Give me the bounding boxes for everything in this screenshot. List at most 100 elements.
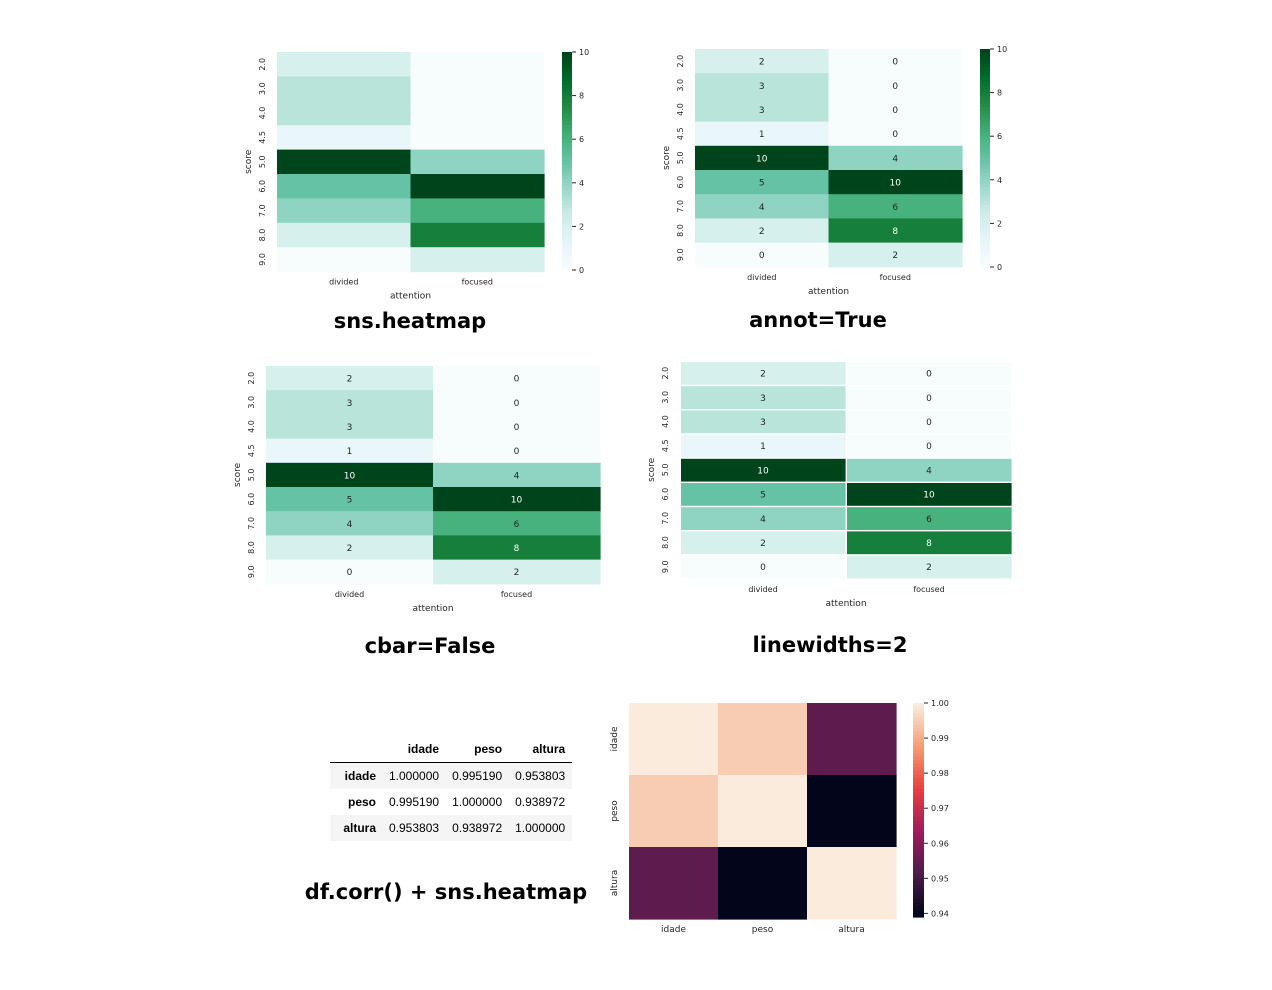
colorbar-segment <box>562 219 572 224</box>
colorbar-segment <box>980 168 990 174</box>
colorbar-segment <box>980 256 990 261</box>
heatmap-cell <box>718 847 808 920</box>
table-row-label: idade <box>344 769 376 783</box>
y-tick-label: 6.0 <box>258 180 267 193</box>
colorbar-segment <box>913 774 924 779</box>
colorbar-segment <box>562 175 572 180</box>
heatmap-cell <box>433 462 601 488</box>
colorbar-segment <box>562 197 572 202</box>
colorbar-segment <box>980 52 990 57</box>
heatmap-cell <box>433 511 601 536</box>
colorbar-segment <box>562 73 572 79</box>
cell-annotation: 4 <box>926 466 932 476</box>
colorbar-segment <box>980 161 990 166</box>
colorbar-segment <box>913 906 924 911</box>
colorbar-segment <box>980 59 990 65</box>
heatmap-cell <box>847 362 1012 385</box>
table-header-row: idade peso altura <box>330 736 573 763</box>
cell-annotation: 3 <box>759 106 765 116</box>
colorbar-segment <box>562 168 572 173</box>
y-tick-label: 2.0 <box>247 372 256 385</box>
heatmap-cell <box>828 121 963 147</box>
y-tick-label: 8.0 <box>247 541 256 554</box>
heatmap-cell <box>629 703 719 776</box>
colorbar-segment <box>980 99 990 105</box>
y-tick-label: 4.5 <box>661 439 670 452</box>
heatmap-cell <box>847 555 1012 579</box>
colorbar-tick-label: 0.94 <box>931 909 949 918</box>
heatmap-cell <box>681 531 846 555</box>
colorbar-segment <box>913 760 924 765</box>
x-tick-label: idade <box>661 925 686 935</box>
y-tick-label: 4.5 <box>676 127 685 140</box>
colorbar-segment <box>913 899 924 904</box>
cell-annotation: 3 <box>760 418 766 428</box>
colorbar-segment <box>980 194 990 199</box>
colorbar-segment <box>913 713 924 718</box>
x-tick-label: focused <box>913 585 944 594</box>
colorbar-segment <box>562 226 572 231</box>
colorbar-segment <box>913 817 924 822</box>
colorbar-segment <box>980 67 990 72</box>
colorbar-segment <box>562 190 572 195</box>
heatmap-cell <box>828 218 963 244</box>
colorbar-segment <box>980 143 990 148</box>
colorbar-segment <box>980 230 990 235</box>
colorbar-segment <box>980 125 990 130</box>
y-tick-label: 2.0 <box>258 58 267 71</box>
y-tick-label: 7.0 <box>676 200 685 213</box>
heatmap-cell <box>681 483 846 506</box>
colorbar-segment <box>980 223 990 228</box>
colorbar-segment <box>562 55 572 60</box>
cell-annotation: 2 <box>759 227 765 237</box>
colorbar-segment <box>913 710 924 715</box>
y-tick-label: 6.0 <box>247 493 256 506</box>
x-tick-label: divided <box>335 590 364 599</box>
colorbar-segment <box>562 110 572 115</box>
y-axis-label: score <box>647 457 657 482</box>
y-tick-label: peso <box>610 800 620 822</box>
heatmap-cell <box>847 458 1012 482</box>
cell-annotation: 2 <box>514 568 520 578</box>
colorbar-tick-label: 1.00 <box>931 699 949 708</box>
colorbar-segment <box>913 799 924 804</box>
colorbar-segment <box>562 259 572 264</box>
y-tick-label: 8.0 <box>676 224 685 237</box>
heatmap-cell <box>695 242 830 268</box>
y-tick-label: 7.0 <box>661 512 670 525</box>
colorbar-segment <box>562 240 572 246</box>
table-row: peso 0.995190 1.000000 0.938972 <box>330 789 572 815</box>
colorbar-segment <box>980 263 990 268</box>
table-corner <box>330 736 383 763</box>
colorbar-segment <box>980 241 990 246</box>
colorbar-tick-label: 0 <box>579 266 584 275</box>
y-tick-label: 3.0 <box>258 82 267 95</box>
colorbar-segment <box>980 88 990 94</box>
colorbar-segment <box>562 59 572 64</box>
cell-annotation: 10 <box>890 179 902 189</box>
colorbar-segment <box>562 124 572 129</box>
heatmap-cell <box>681 386 846 409</box>
cell-annotation: 5 <box>760 491 766 501</box>
heatmap-cell <box>277 125 412 151</box>
x-tick-label: altura <box>838 925 864 935</box>
colorbar-segment <box>980 78 990 83</box>
heatmap-cell <box>681 362 846 385</box>
colorbar-segment <box>913 856 924 861</box>
cell-annotation: 5 <box>347 496 353 506</box>
colorbar-segment <box>562 91 572 97</box>
colorbar-segment <box>980 118 990 123</box>
cell-annotation: 0 <box>514 447 520 457</box>
x-tick-label: divided <box>747 273 776 282</box>
colorbar-segment <box>913 831 924 836</box>
colorbar-segment <box>913 752 924 758</box>
heatmap-cell <box>277 247 412 273</box>
colorbar-segment <box>980 110 990 115</box>
colorbar-segment <box>562 150 572 155</box>
heatmap-cell <box>681 555 846 579</box>
colorbar-segment <box>562 84 572 89</box>
heatmap-cell <box>410 247 545 273</box>
y-tick-label: 7.0 <box>247 517 256 530</box>
